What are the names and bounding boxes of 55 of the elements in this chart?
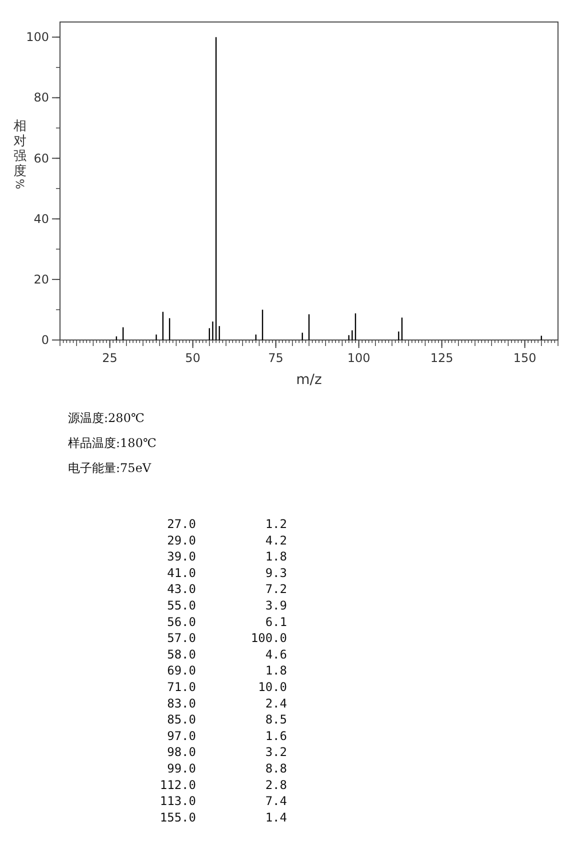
x-tick-label: 125 bbox=[430, 351, 454, 365]
text: 样品温度:180℃ bbox=[68, 436, 156, 450]
text: 3.2 bbox=[265, 745, 287, 760]
text: 39.0 bbox=[167, 550, 196, 564]
text: 6.1 bbox=[265, 614, 287, 629]
text: 99.0 bbox=[167, 762, 196, 776]
x-tick-label: 100 bbox=[347, 351, 370, 365]
text: 100.0 bbox=[250, 631, 287, 646]
text: 85.0 bbox=[167, 712, 196, 727]
x-tick-label: 50 bbox=[185, 351, 200, 365]
x-tick-label: 75 bbox=[268, 351, 284, 365]
text: 4.6 bbox=[265, 647, 287, 662]
text: 83.0 bbox=[167, 696, 196, 710]
text: 43.0 bbox=[167, 582, 196, 596]
text: 8.8 bbox=[265, 762, 287, 776]
text: 41.0 bbox=[167, 566, 196, 580]
text: 56.0 bbox=[167, 614, 196, 629]
x-axis-title: m/z bbox=[296, 372, 322, 388]
text: 源温度:280℃ bbox=[68, 411, 144, 425]
text: 3.9 bbox=[265, 598, 287, 612]
text: 2.8 bbox=[265, 778, 287, 792]
text: 2.4 bbox=[265, 696, 287, 710]
y-tick-label: 100 bbox=[26, 30, 49, 44]
text: 7.4 bbox=[265, 794, 287, 808]
text: 4.2 bbox=[265, 533, 287, 548]
text: 155.0 bbox=[160, 810, 196, 824]
text: 1.4 bbox=[265, 810, 287, 824]
text: 1.8 bbox=[265, 664, 287, 678]
y-tick-label: 80 bbox=[34, 90, 49, 105]
text: 7.2 bbox=[265, 582, 287, 596]
text: 1.6 bbox=[265, 728, 287, 743]
y-tick-label: 60 bbox=[34, 151, 49, 166]
text: 69.0 bbox=[167, 664, 196, 678]
text: 98.0 bbox=[167, 745, 196, 760]
text: 97.0 bbox=[167, 728, 196, 743]
text: 112.0 bbox=[160, 778, 196, 792]
text: 1.2 bbox=[265, 517, 287, 531]
text: 1.8 bbox=[265, 550, 287, 564]
text: 113.0 bbox=[160, 794, 196, 808]
text: 9.3 bbox=[265, 566, 287, 580]
text: 58.0 bbox=[167, 647, 196, 662]
text: 8.5 bbox=[265, 712, 287, 727]
text: 29.0 bbox=[167, 533, 196, 548]
text: 55.0 bbox=[167, 598, 196, 612]
y-axis-title: 相对强度% bbox=[13, 119, 26, 190]
y-tick-label: 0 bbox=[41, 333, 49, 347]
text: 71.0 bbox=[167, 680, 196, 694]
text: 57.0 bbox=[167, 631, 196, 646]
text: 10.0 bbox=[258, 680, 287, 694]
text: 电子能量:75eV bbox=[68, 461, 152, 475]
x-tick-label: 150 bbox=[513, 351, 536, 365]
y-tick-label: 20 bbox=[34, 272, 49, 286]
x-tick-label: 25 bbox=[102, 351, 118, 365]
y-tick-label: 40 bbox=[34, 212, 49, 226]
text: 27.0 bbox=[167, 517, 196, 531]
